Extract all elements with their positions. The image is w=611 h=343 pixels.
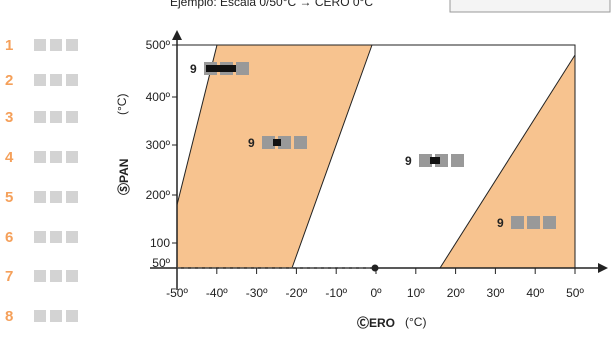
switch-block [66,270,78,282]
y-axis-unit: (°C) [115,94,129,115]
switch-block [50,191,62,203]
switch-knob [206,65,236,72]
switch-block [34,74,46,86]
header-box [449,0,611,13]
switch-block [50,270,62,282]
switch-block [66,111,78,123]
switch-block [66,191,78,203]
step-number: 3 [5,109,13,126]
switch-block [34,111,46,123]
step-number: 1 [5,37,13,54]
step-number: 5 [5,189,13,206]
y-tick-label: 100 [150,236,170,250]
switch-block [66,310,78,322]
header-text: Ejemplo: Escala 0/50°C → CERO 0°C [170,0,373,9]
switch-block [34,39,46,51]
switch-block [278,136,291,149]
switch-block [262,136,275,149]
x-tick-label: -30º [246,286,268,300]
x-tick-label: 10º [407,286,425,300]
switch-block [34,310,46,322]
switch-knob [430,157,440,164]
switch-block [50,74,62,86]
zone-label: 9 [248,136,255,150]
x-arrow [598,263,608,273]
switch-knob [273,139,281,146]
boundary [439,54,576,269]
x-axis-label: ⒸERO [357,315,395,330]
switch-block [66,39,78,51]
switch-block [66,151,78,163]
y-tick-label: 500º [146,38,171,52]
zone-left [177,45,372,268]
x-tick-label: -50º [166,286,188,300]
x-tick-label: 40º [526,286,544,300]
x-tick-label: 0º [370,286,382,300]
y-tick-label: 300º [146,138,171,152]
switch-block [50,310,62,322]
switch-block [50,39,62,51]
switch-block [50,111,62,123]
step-number: 6 [5,229,13,246]
switch-block [451,154,464,167]
x-tick-label: -10º [325,286,347,300]
y-axis-label: ⓈPAN [116,159,131,195]
x-tick-label: -40º [206,286,228,300]
y-tick-label: 50º [152,256,170,270]
x-axis-unit: (°C) [405,315,426,329]
switch-block [50,231,62,243]
switch-block [66,74,78,86]
step-number: 7 [5,268,13,285]
x-tick-label: -20º [286,286,308,300]
switch-block [34,151,46,163]
x-tick-label: 50º [566,286,584,300]
switch-block [511,216,524,229]
switch-block [34,191,46,203]
switch-block [236,62,249,75]
y-tick-label: 400º [146,90,171,104]
switch-block [34,270,46,282]
switch-block [527,216,540,229]
zone-label: 9 [497,216,504,230]
boundary [291,44,373,269]
step-number: 4 [5,149,14,166]
y-arrow [172,30,182,40]
zone-label: 9 [190,62,197,76]
x-tick-label: 20º [447,286,465,300]
step-number: 2 [5,72,13,89]
x-tick-label: 30º [487,286,505,300]
step-number: 8 [5,308,13,325]
switch-block [34,231,46,243]
switch-block [294,136,307,149]
zone-label: 9 [405,154,412,168]
switch-block [419,154,432,167]
y-tick-label: 200º [146,188,171,202]
origin-dot [371,264,379,272]
switch-block [543,216,556,229]
switch-block [66,231,78,243]
switch-block [50,151,62,163]
